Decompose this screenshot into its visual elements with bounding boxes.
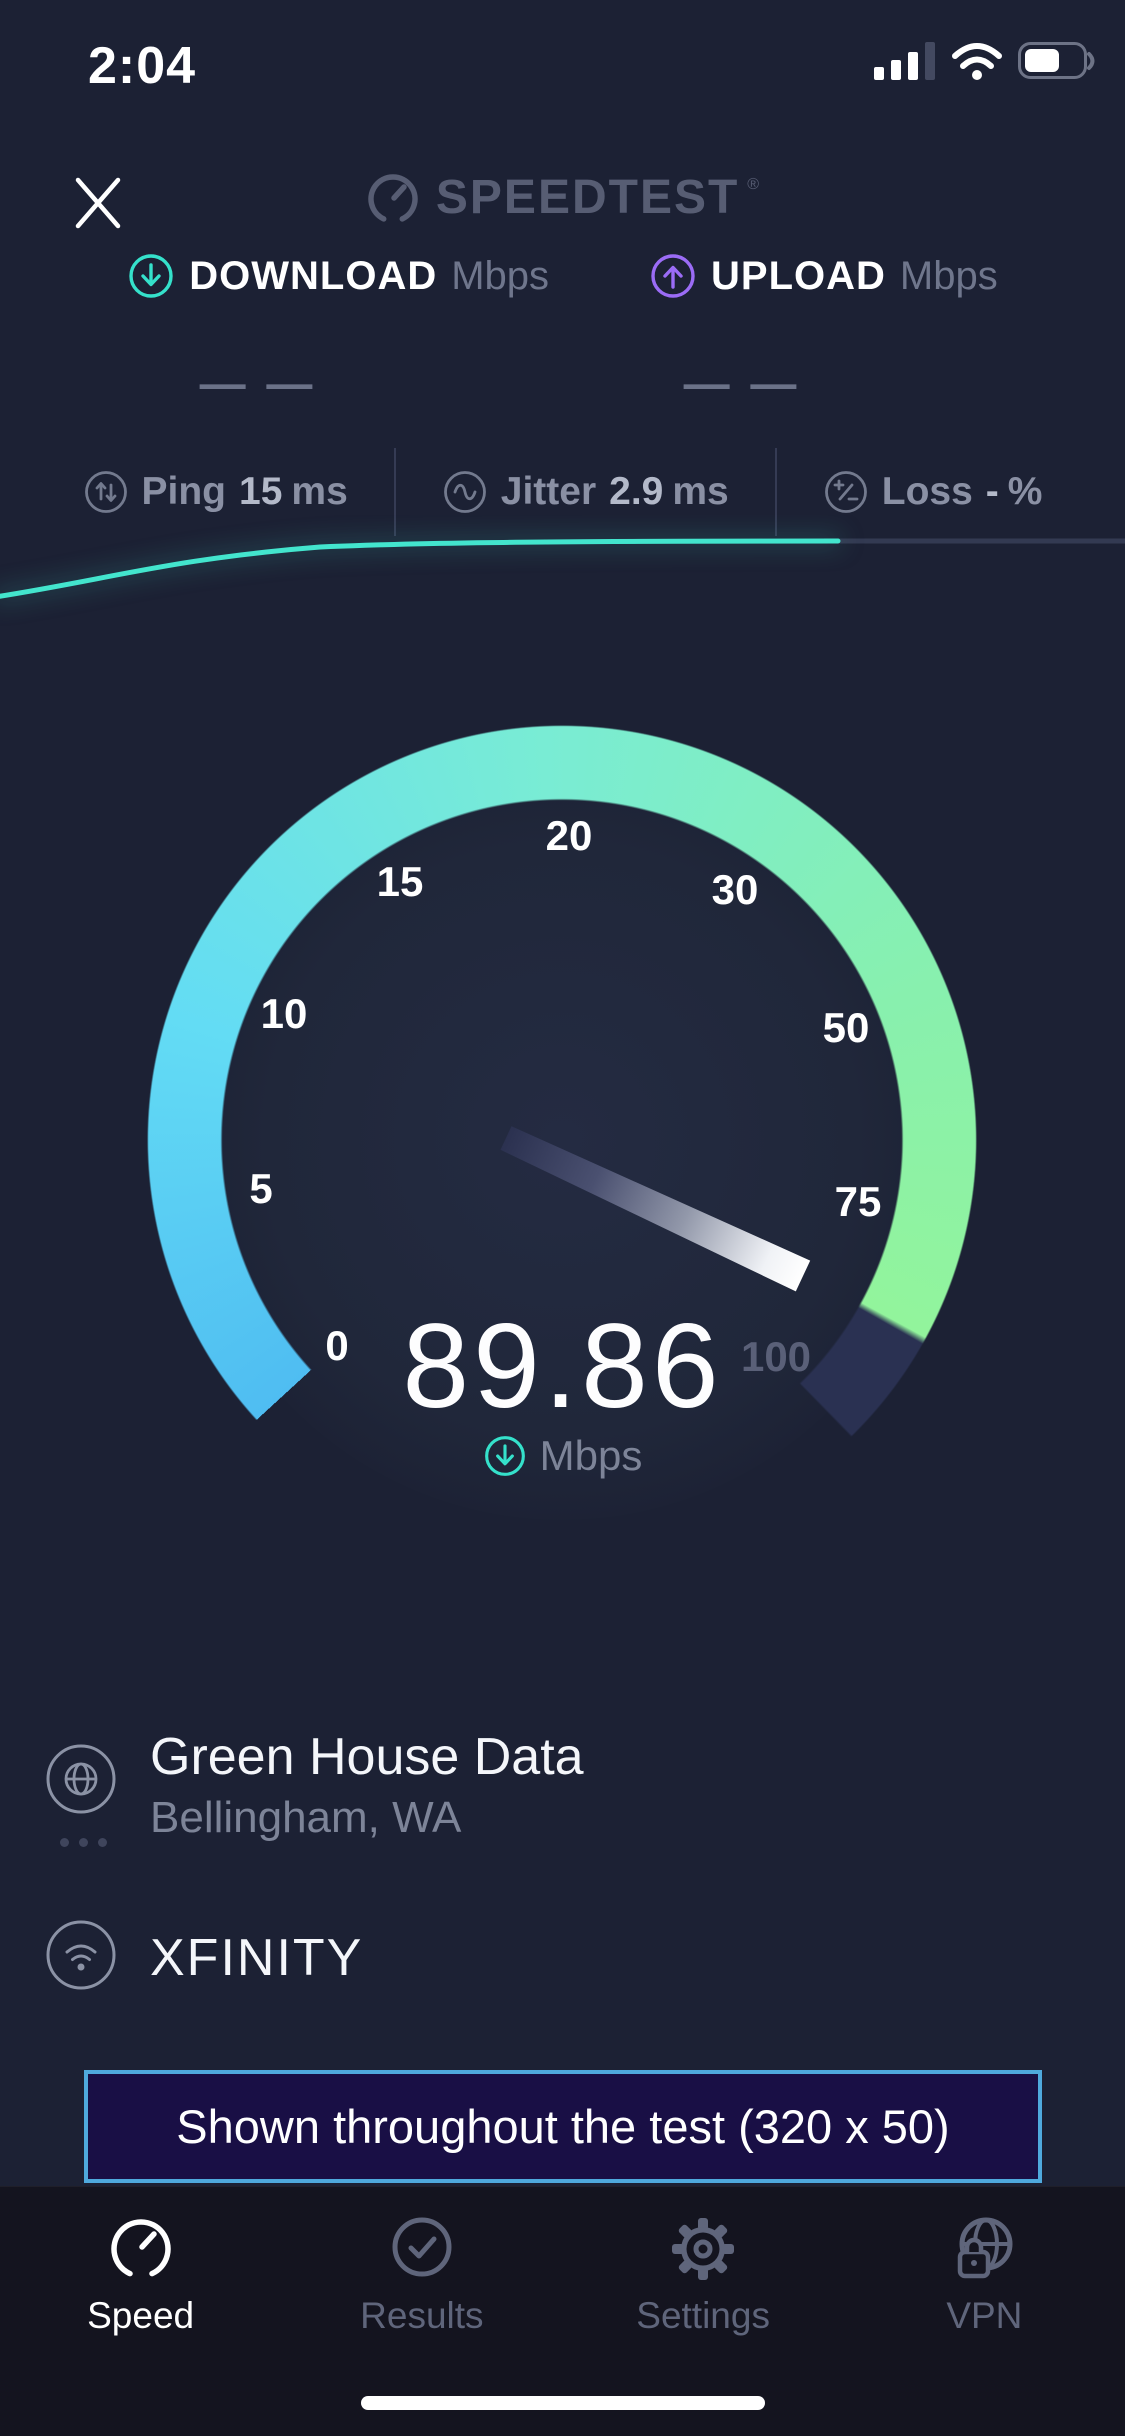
server-location: Bellingham, WA [150,1793,462,1842]
gauge-tick-50: 50 [822,1004,870,1051]
ping-icon [84,471,127,513]
upload-arrow-icon [651,254,695,298]
close-icon [75,177,121,229]
jitter-icon [443,471,486,513]
gauge-unit-row: Mbps [0,1432,1125,1480]
gauge-tick-15: 15 [376,858,424,905]
jitter-label: Jitter [500,470,597,513]
gauge-tick-30: 30 [711,866,759,913]
divider [393,448,396,536]
server-more-dots [60,1838,107,1847]
wifi-icon [952,43,1002,80]
isp-wifi-icon [46,1920,116,1990]
loss-stat: Loss - % [823,469,1043,515]
isp-name: XFINITY [150,1929,364,1987]
tab-bar: Speed Results [0,2186,1125,2436]
gauge-unit: Mbps [539,1432,643,1479]
close-button[interactable] [70,172,126,234]
results-check-icon [392,2217,452,2277]
status-icons [874,40,1098,82]
jitter-stat: Jitter 2.9 ms [442,469,729,515]
tab-settings[interactable]: Settings [563,2187,844,2436]
gauge-tick-100: 100 [740,1333,812,1380]
download-speed-value: 89.86 [402,1299,723,1433]
home-indicator[interactable] [361,2396,765,2410]
server-name[interactable]: Green House Data [150,1728,584,1786]
tab-results-label: Results [360,2295,484,2336]
tab-speed-label: Speed [87,2295,195,2336]
speedtest-gauge-logo-icon [368,173,418,222]
packet-loss-icon [824,471,867,513]
upload-unit: Mbps [899,253,998,298]
gauge-arc [147,725,977,1555]
ad-banner[interactable]: Shown throughout the test (320 x 50) [84,2070,1042,2183]
upload-value-placeholder: — — [683,357,801,409]
throughput-sparkline [0,538,1125,599]
loss-value: - [985,470,999,513]
download-arrow-icon [129,254,173,298]
ping-unit: ms [291,470,348,513]
download-label: DOWNLOAD [189,253,438,298]
settings-gear-icon [672,2218,735,2280]
jitter-value: 2.9 [609,470,664,513]
gauge-tick-0: 0 [325,1322,349,1369]
gauge-tick-10: 10 [260,990,308,1037]
latency-row: Ping 15 ms Jitter 2.9 ms Loss - [0,448,1125,536]
tab-vpn-label: VPN [946,2295,1023,2336]
download-header: DOWNLOAD Mbps [127,252,549,300]
gauge-tick-5: 5 [249,1165,273,1212]
gauge-tick-75: 75 [834,1178,882,1225]
download-value-placeholder: — — [199,357,317,409]
loss-unit: % [1007,470,1043,513]
ping-label: Ping [141,470,227,513]
server-globe-icon[interactable] [44,1742,118,1816]
tab-settings-label: Settings [636,2295,770,2336]
upload-label: UPLOAD [711,253,886,298]
status-time: 2:04 [88,37,197,95]
speed-gauge-icon [110,2219,171,2277]
cellular-signal-icon [874,42,935,80]
jitter-unit: ms [672,470,729,513]
tab-vpn[interactable]: VPN [844,2187,1125,2436]
battery-icon [1018,42,1095,79]
divider [774,448,777,536]
logo-trademark: ® [747,176,760,193]
metric-headers: DOWNLOAD Mbps UPLOAD Mbps [0,252,1125,300]
gauge-tick-20: 20 [545,812,593,859]
tab-results[interactable]: Results [281,2187,562,2436]
ping-value: 15 [239,470,283,513]
upload-header: UPLOAD Mbps [649,252,998,300]
logo-text: SPEEDTEST [435,171,740,224]
ping-stat: Ping 15 ms [83,469,348,515]
download-arrow-icon [484,1436,525,1476]
speedtest-logo: SPEEDTEST ® [0,170,1125,225]
tab-speed[interactable]: Speed [0,2187,281,2436]
ad-banner-text: Shown throughout the test (320 x 50) [176,2100,950,2153]
download-unit: Mbps [451,253,550,298]
loss-label: Loss [881,470,973,513]
vpn-globe-lock-icon [958,2217,1013,2279]
